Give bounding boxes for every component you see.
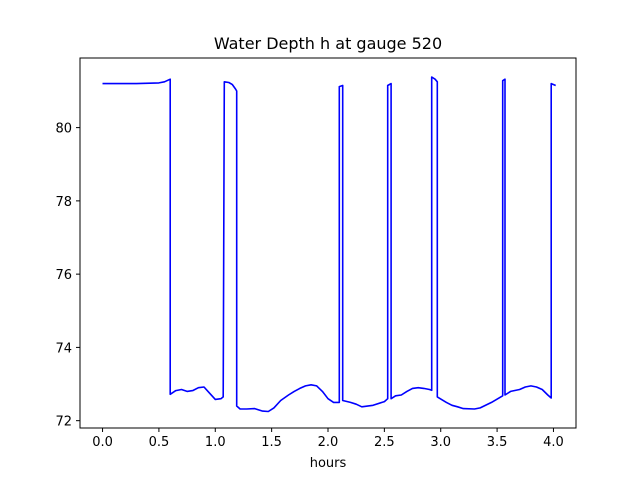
x-tick-label: 1.0 <box>205 435 226 450</box>
y-tick-label: 78 <box>55 195 72 210</box>
x-tick-label: 0.5 <box>149 435 170 450</box>
x-axis-label: hours <box>310 456 347 471</box>
x-tick-label: 1.5 <box>261 435 282 450</box>
x-tick-label: 0.0 <box>92 435 113 450</box>
chart-title: Water Depth h at gauge 520 <box>214 34 442 53</box>
y-tick-label: 72 <box>55 415 72 430</box>
x-tick-label: 3.5 <box>487 435 508 450</box>
y-tick-label: 74 <box>55 341 72 356</box>
y-tick-label: 76 <box>55 268 72 283</box>
plot-frame <box>79 57 577 429</box>
plot-area <box>102 76 557 413</box>
x-axis: 0.0 0.5 1.0 1.5 2.0 2.5 3.0 3.5 4.0 <box>92 428 564 450</box>
x-tick-label: 2.0 <box>318 435 339 450</box>
x-tick-label: 4.0 <box>543 435 564 450</box>
x-tick-label: 2.5 <box>374 435 395 450</box>
y-tick-label: 80 <box>55 122 72 137</box>
series-line <box>102 76 557 413</box>
y-axis: 72 74 76 78 80 <box>55 122 80 430</box>
x-tick-label: 3.0 <box>430 435 451 450</box>
